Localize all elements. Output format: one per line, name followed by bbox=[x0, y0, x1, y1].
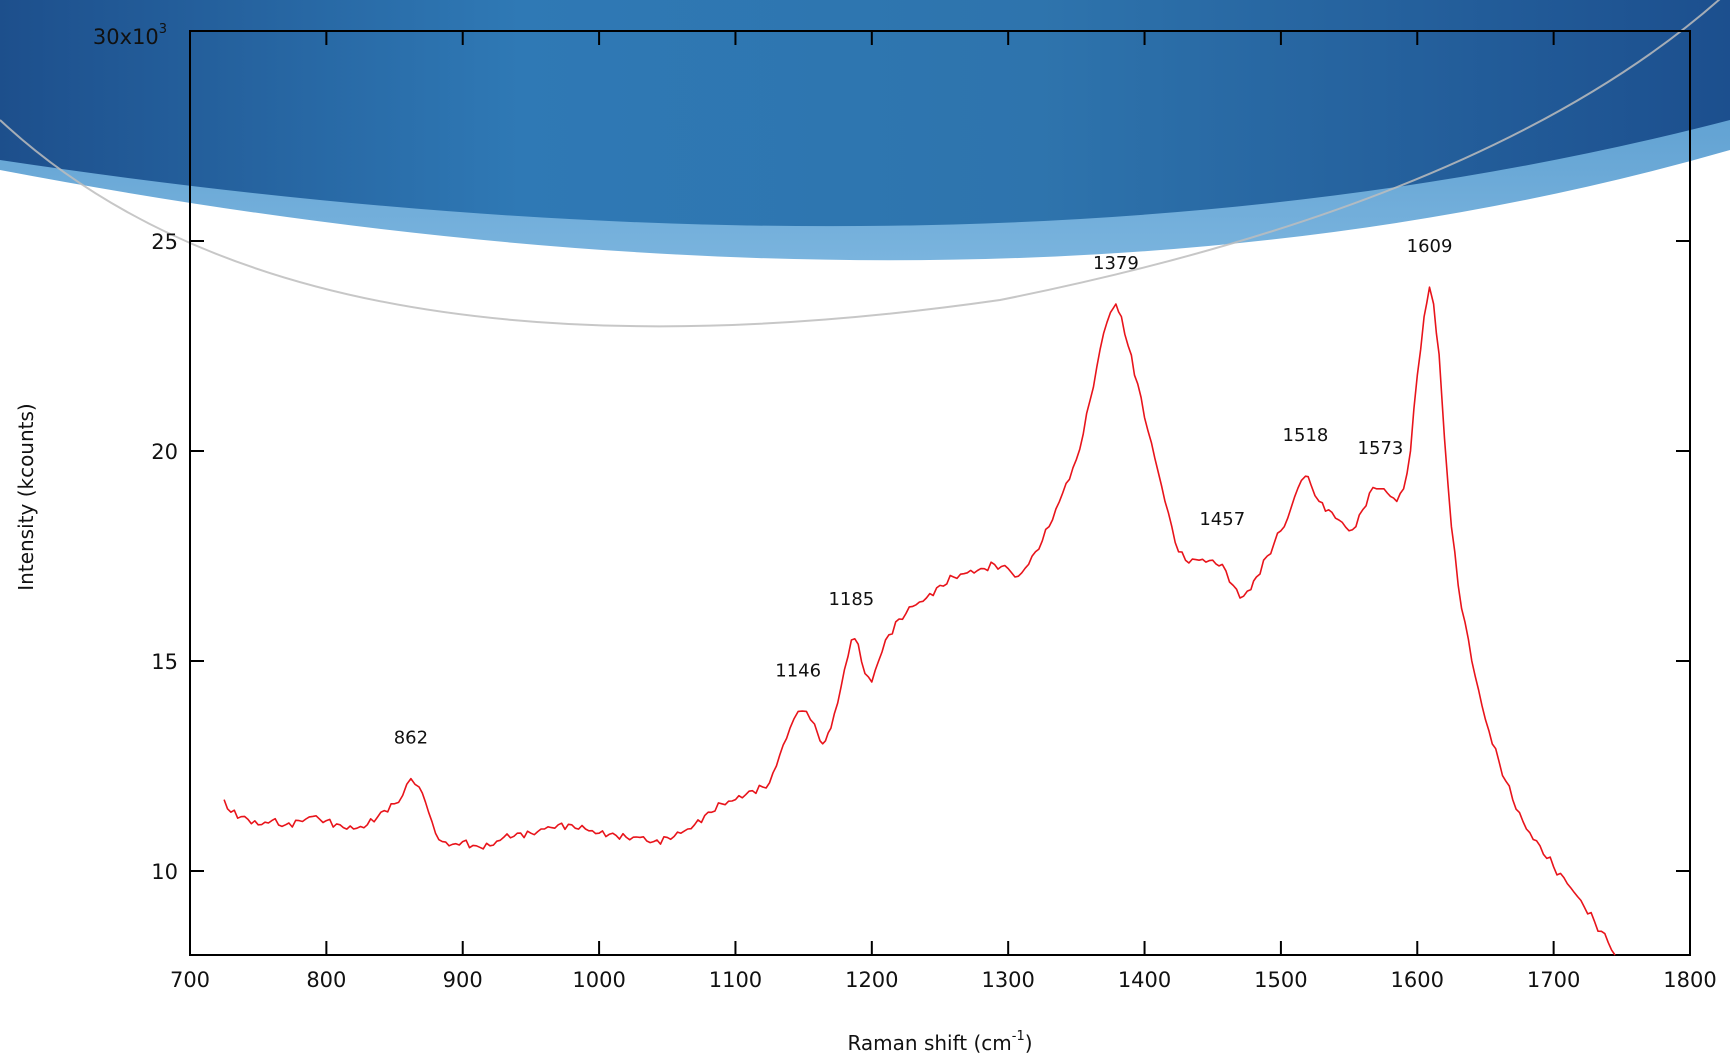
x-axis-title-text: Raman shift (cm bbox=[847, 1031, 1011, 1055]
x-tick-label: 1700 bbox=[1527, 968, 1580, 992]
spectrum-line bbox=[223, 286, 1616, 956]
y-tick-label: 25 bbox=[151, 230, 178, 254]
x-tick-label: 1000 bbox=[572, 968, 625, 992]
background-banner bbox=[0, 0, 1730, 328]
peak-label: 1457 bbox=[1199, 509, 1245, 530]
x-tick-label: 1600 bbox=[1391, 968, 1444, 992]
y-axis-top-label-exponent: 3 bbox=[159, 22, 167, 37]
y-axis-top-label-base: 30x10 bbox=[93, 25, 159, 49]
peak-label: 1146 bbox=[775, 660, 821, 681]
peak-label: 1185 bbox=[828, 589, 874, 610]
x-axis-title: Raman shift (cm-1) bbox=[847, 1029, 1032, 1055]
x-axis-title-exponent: -1 bbox=[1012, 1029, 1025, 1044]
x-tick-label: 700 bbox=[170, 968, 210, 992]
x-tick-label: 1800 bbox=[1663, 968, 1716, 992]
y-tick-label: 20 bbox=[151, 440, 178, 464]
peak-labels: 862 1146 1185 1379 1457 1518 1573 1609 bbox=[394, 236, 1453, 748]
x-tick-label: 1100 bbox=[709, 968, 762, 992]
x-tick-label: 1300 bbox=[981, 968, 1034, 992]
y-axis-ticks: 10 15 20 25 bbox=[151, 30, 1690, 884]
y-axis-title: Intensity (kcounts) bbox=[14, 403, 38, 590]
peak-label: 862 bbox=[394, 728, 428, 749]
y-tick-label: 10 bbox=[151, 860, 178, 884]
x-tick-label: 900 bbox=[443, 968, 483, 992]
x-axis-title-tail: ) bbox=[1025, 1031, 1033, 1055]
peak-label: 1573 bbox=[1358, 438, 1404, 459]
x-axis-ticks: 700 800 900 1000 1100 1200 1300 1400 1500 1600 170… bbox=[170, 31, 1717, 992]
banner-main-band bbox=[0, 0, 1730, 227]
y-axis-top-label: 30x103 bbox=[93, 22, 167, 49]
y-tick-label: 15 bbox=[151, 650, 178, 674]
peak-label: 1518 bbox=[1283, 425, 1329, 446]
peak-label: 1379 bbox=[1093, 253, 1139, 274]
x-tick-label: 1200 bbox=[845, 968, 898, 992]
peak-label: 1609 bbox=[1407, 236, 1453, 257]
x-tick-label: 1500 bbox=[1254, 968, 1307, 992]
x-tick-label: 800 bbox=[306, 968, 346, 992]
x-tick-label: 1400 bbox=[1118, 968, 1171, 992]
plot-frame bbox=[189, 30, 1691, 956]
banner-thin-arc bbox=[0, 0, 1721, 328]
